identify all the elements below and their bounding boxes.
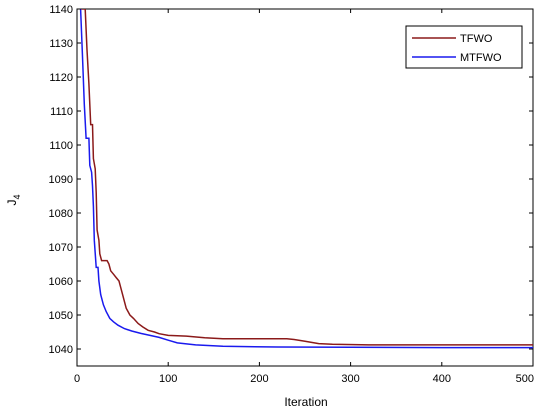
y-tick-label: 1070 bbox=[49, 242, 73, 254]
x-axis-ticks: 0 100 200 300 400 500 bbox=[74, 9, 534, 385]
y-tick-label: 1090 bbox=[49, 174, 73, 186]
legend: TFWO MTFWO bbox=[405, 25, 523, 69]
y-tick-label: 1050 bbox=[49, 310, 73, 322]
x-tick-label: 300 bbox=[341, 373, 359, 385]
x-axis-label: Iteration bbox=[284, 395, 327, 409]
series-line-tfwo bbox=[80, 9, 533, 346]
y-tick-label: 1100 bbox=[49, 140, 73, 152]
legend-label-tfwo: TFWO bbox=[460, 33, 493, 45]
y-tick-label: 1120 bbox=[49, 72, 73, 84]
y-axis-label: J4 bbox=[5, 194, 22, 205]
x-tick-label: 0 bbox=[74, 373, 80, 385]
series-line-mtfwo bbox=[79, 9, 533, 349]
y-tick-label: 1040 bbox=[49, 344, 73, 356]
y-axis-label-sub: 4 bbox=[12, 194, 22, 199]
y-tick-label: 1110 bbox=[50, 106, 73, 118]
y-axis-ticks: 1040 1050 1060 1070 1080 1090 1100 1110 1120 1130… bbox=[49, 4, 533, 356]
x-tick-label: 200 bbox=[250, 373, 268, 385]
y-tick-label: 1140 bbox=[49, 4, 73, 16]
y-axis-label-main: J bbox=[5, 200, 19, 206]
legend-label-mtfwo: MTFWO bbox=[460, 52, 502, 64]
x-tick-label: 500 bbox=[516, 373, 534, 385]
legend-box bbox=[405, 25, 523, 69]
y-tick-label: 1080 bbox=[49, 208, 73, 220]
series-layer bbox=[79, 9, 533, 349]
y-tick-label: 1060 bbox=[49, 276, 73, 288]
x-tick-label: 400 bbox=[433, 373, 451, 385]
y-tick-label: 1130 bbox=[49, 38, 73, 50]
x-tick-label: 100 bbox=[159, 373, 177, 385]
